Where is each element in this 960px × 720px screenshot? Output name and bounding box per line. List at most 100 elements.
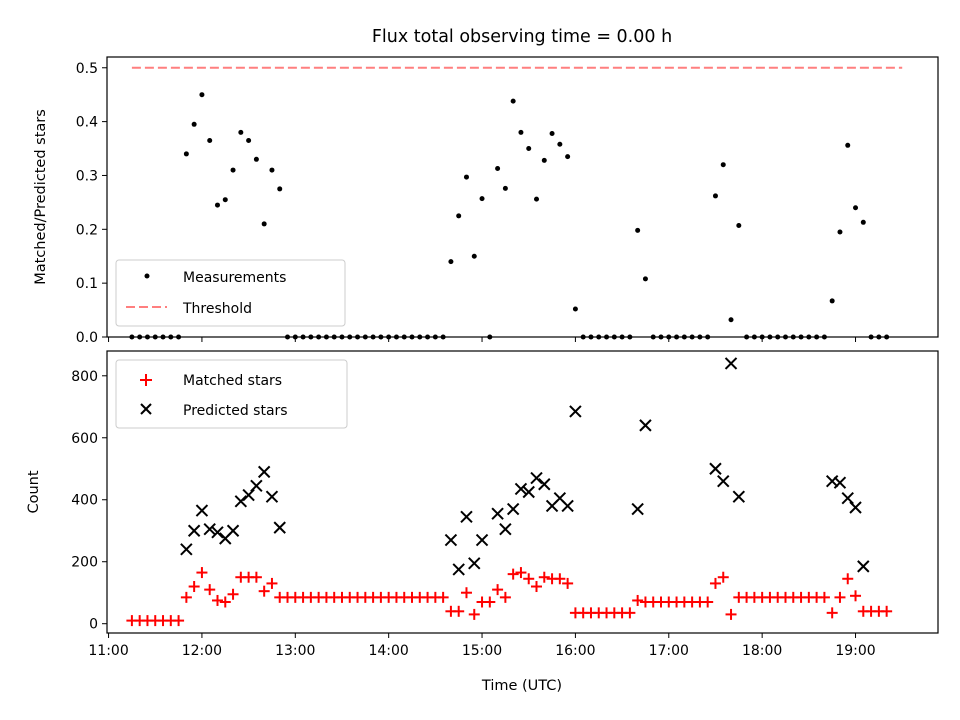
measurement-point [518,129,524,135]
x-tick-label: 12:00 [182,643,222,659]
measurement-point [137,334,143,340]
matched-star-point [188,581,200,593]
predicted-star-point [468,557,481,570]
measurement-point [230,167,236,173]
matched-star-point [523,573,535,585]
matched-star-point [180,591,192,603]
matched-star-point [538,571,550,583]
measurement-point [331,334,337,340]
bottom-y-tick-label: 200 [71,555,98,571]
measurement-point [868,334,874,340]
matched-star-point [709,577,721,589]
x-tick-label: 14:00 [368,643,408,659]
measurement-point [238,129,244,135]
measurement-point [510,98,516,104]
predicted-star-point [273,521,286,534]
measurement-point [207,137,213,143]
measurement-point [549,130,555,136]
measurement-point [884,334,890,340]
measurement-point [744,334,750,340]
measurement-point [409,334,415,340]
measurement-point [285,334,291,340]
predicted-star-point [234,495,248,508]
measurement-point [183,151,189,157]
legend-threshold-label: Threshold [182,301,252,317]
measurement-point [674,334,680,340]
legend-measurements-marker [144,273,150,279]
measurement-point [565,154,571,160]
measurements-series [129,92,890,340]
predicted-star-point [514,482,528,496]
predicted-star-point [522,485,535,499]
matched-star-point [632,594,644,606]
matched-star-point [531,581,543,593]
matched-star-point [826,607,838,619]
measurement-point [798,334,804,340]
predicted-star-point [841,491,854,505]
measurement-point [277,186,283,192]
predicted-star-point [475,533,489,547]
bottom-plot-area [106,350,939,634]
predicted-star-point [452,563,465,576]
measurement-point [845,142,851,148]
top-legend: Measurements Threshold [115,259,346,327]
predicted-star-point [717,474,730,488]
measurement-point [526,146,532,152]
matched-star-point [842,573,854,585]
predicted-star-point [195,504,209,517]
matched-star-point [484,596,496,608]
measurement-point [853,205,859,211]
matched-star-point [562,577,574,589]
legend-measurements-label: Measurements [183,270,286,286]
matched-star-point [219,596,231,608]
measurement-point [463,174,469,180]
matched-star-point [196,567,208,579]
matched-star-point [507,568,519,580]
predicted-star-point [849,501,862,514]
top-y-tick-label: 0.1 [76,276,98,292]
measurement-point [417,334,423,340]
bottom-y-tick-label: 600 [71,431,98,447]
predicted-stars-series [180,357,870,576]
matched-star-point [834,591,846,603]
measurement-point [370,334,376,340]
measurement-point [440,334,446,340]
matched-stars-series [126,567,893,627]
measurement-point [152,334,158,340]
matched-star-point [468,608,480,620]
measurement-point [588,334,594,340]
measurement-point [642,276,648,282]
measurement-point [666,334,672,340]
top-y-tick-label: 0.2 [76,222,98,238]
measurement-point [712,193,718,199]
measurement-point [658,334,664,340]
predicted-star-point [724,357,738,370]
measurement-point [362,334,368,340]
measurement-point [300,334,306,340]
matched-star-point [881,605,893,617]
predicted-star-point [444,533,458,547]
measurement-point [759,334,765,340]
matched-star-point [211,594,223,606]
bottom-x-ticks: 11:00 12:00 13:00 14:00 15:00 16:00 17:00 18:00… [88,633,876,659]
measurement-point [471,253,477,259]
matched-star-point [624,607,636,619]
matched-star-point [492,584,504,596]
measurement-point [829,298,835,304]
measurement-point [736,223,742,229]
legend-predicted-label: Predicted stars [183,403,288,419]
predicted-star-point [265,490,279,503]
measurement-point [650,334,656,340]
measurement-point [767,334,773,340]
measurement-point [705,334,711,340]
measurement-point [448,259,454,265]
matched-star-point [850,590,862,602]
predicted-star-point [833,476,847,489]
x-tick-label: 18:00 [742,643,782,659]
bottom-legend: Matched stars Predicted stars [115,359,348,429]
measurement-point [323,334,329,340]
measurement-point [541,157,547,163]
measurement-point [401,334,407,340]
